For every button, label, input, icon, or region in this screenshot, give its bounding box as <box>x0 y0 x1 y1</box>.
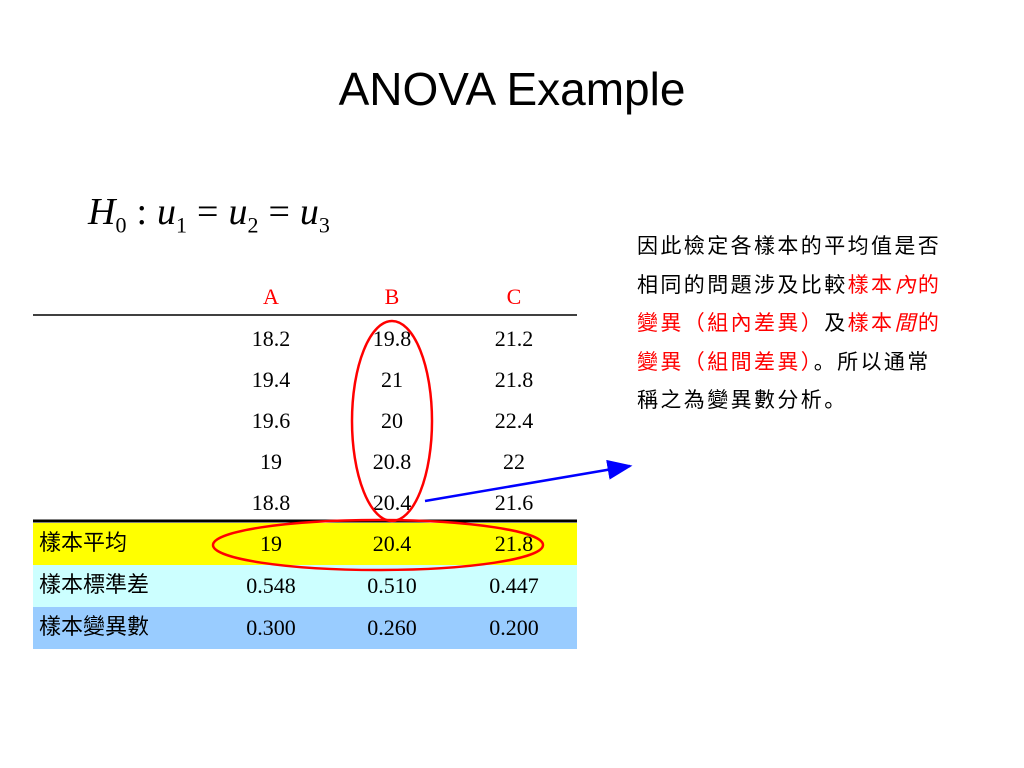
table-cell: 22.4 <box>494 408 534 433</box>
table-cell: 19.6 <box>251 408 291 433</box>
note: 因此檢定各樣本的平均值是否相同的問題涉及比較樣本內的變異（組內差異）及樣本間的變… <box>637 227 947 420</box>
table-cell: 0.447 <box>489 573 539 598</box>
symbol-base: u <box>157 191 177 233</box>
summary-row <box>33 565 577 607</box>
note-text: 及 <box>824 311 848 335</box>
symbol: u3 <box>299 191 330 238</box>
row-label: 樣本標準差 <box>39 573 150 598</box>
table-cell: 20.8 <box>372 449 412 474</box>
symbol-base: u <box>228 191 248 233</box>
summary-row <box>33 607 577 649</box>
slide-title: ANOVA Example <box>338 63 686 115</box>
column-header: C <box>506 284 522 309</box>
note-text: 間 <box>894 311 918 335</box>
hypothesis: H0: u1 = u2 = u3 <box>88 190 330 239</box>
symbol: H0 <box>88 191 126 238</box>
operator: = <box>268 191 290 233</box>
row-label: 樣本平均 <box>39 531 128 556</box>
table-cell: 0.300 <box>246 615 296 640</box>
table-cell: 19.4 <box>251 367 291 392</box>
symbol-subscript: 3 <box>318 212 330 238</box>
table-cell: 0.548 <box>246 573 296 598</box>
table-cell: 20.4 <box>372 531 412 556</box>
table-cell: 20.4 <box>372 490 412 515</box>
table-cell: 21.6 <box>494 490 534 515</box>
table-cell: 21.8 <box>494 367 534 392</box>
note-text: 樣本 <box>847 272 895 297</box>
symbol: u2 <box>228 191 258 238</box>
symbol: u1 <box>157 191 187 238</box>
symbol-subscript: 2 <box>247 212 259 238</box>
summary-row <box>33 523 577 565</box>
table-cell: 0.200 <box>489 615 539 640</box>
table-cell: 19 <box>260 531 282 556</box>
symbol-subscript: 0 <box>115 212 127 238</box>
table-cell: 21 <box>381 367 403 392</box>
note-text: 樣本 <box>847 311 895 335</box>
note-text: 內 <box>894 272 918 297</box>
row-label: 樣本變異數 <box>39 615 150 640</box>
table-cell: 19 <box>260 449 282 474</box>
table-cell: 18.8 <box>251 490 291 515</box>
operator: = <box>197 191 219 233</box>
table-cell: 0.510 <box>367 573 417 598</box>
table-cell: 21.2 <box>494 326 534 351</box>
highlight-ellipse <box>350 319 434 523</box>
column-header: A <box>263 284 279 309</box>
symbol-subscript: 1 <box>176 212 188 238</box>
table-cell: 22 <box>503 449 525 474</box>
table-cell: 20 <box>381 408 403 433</box>
arrow <box>424 459 633 503</box>
note-text: 的變異（組間差異） <box>637 311 942 374</box>
operator: : <box>136 191 148 233</box>
symbol-base: u <box>299 191 319 233</box>
note-text: 。所以通常稱之為變異數分析。 <box>637 349 931 413</box>
column-header: B <box>384 284 400 309</box>
note-text: 因此檢定各樣本的平均值是否相同的問題涉及比較 <box>637 234 942 297</box>
note-text: 的變異（組內差異） <box>637 272 942 336</box>
table-cell: 0.260 <box>367 615 417 640</box>
table-cell: 18.2 <box>251 326 291 351</box>
symbol-base: H <box>88 191 116 233</box>
table-cell: 19.8 <box>372 326 412 351</box>
highlight-ellipse <box>211 518 545 572</box>
